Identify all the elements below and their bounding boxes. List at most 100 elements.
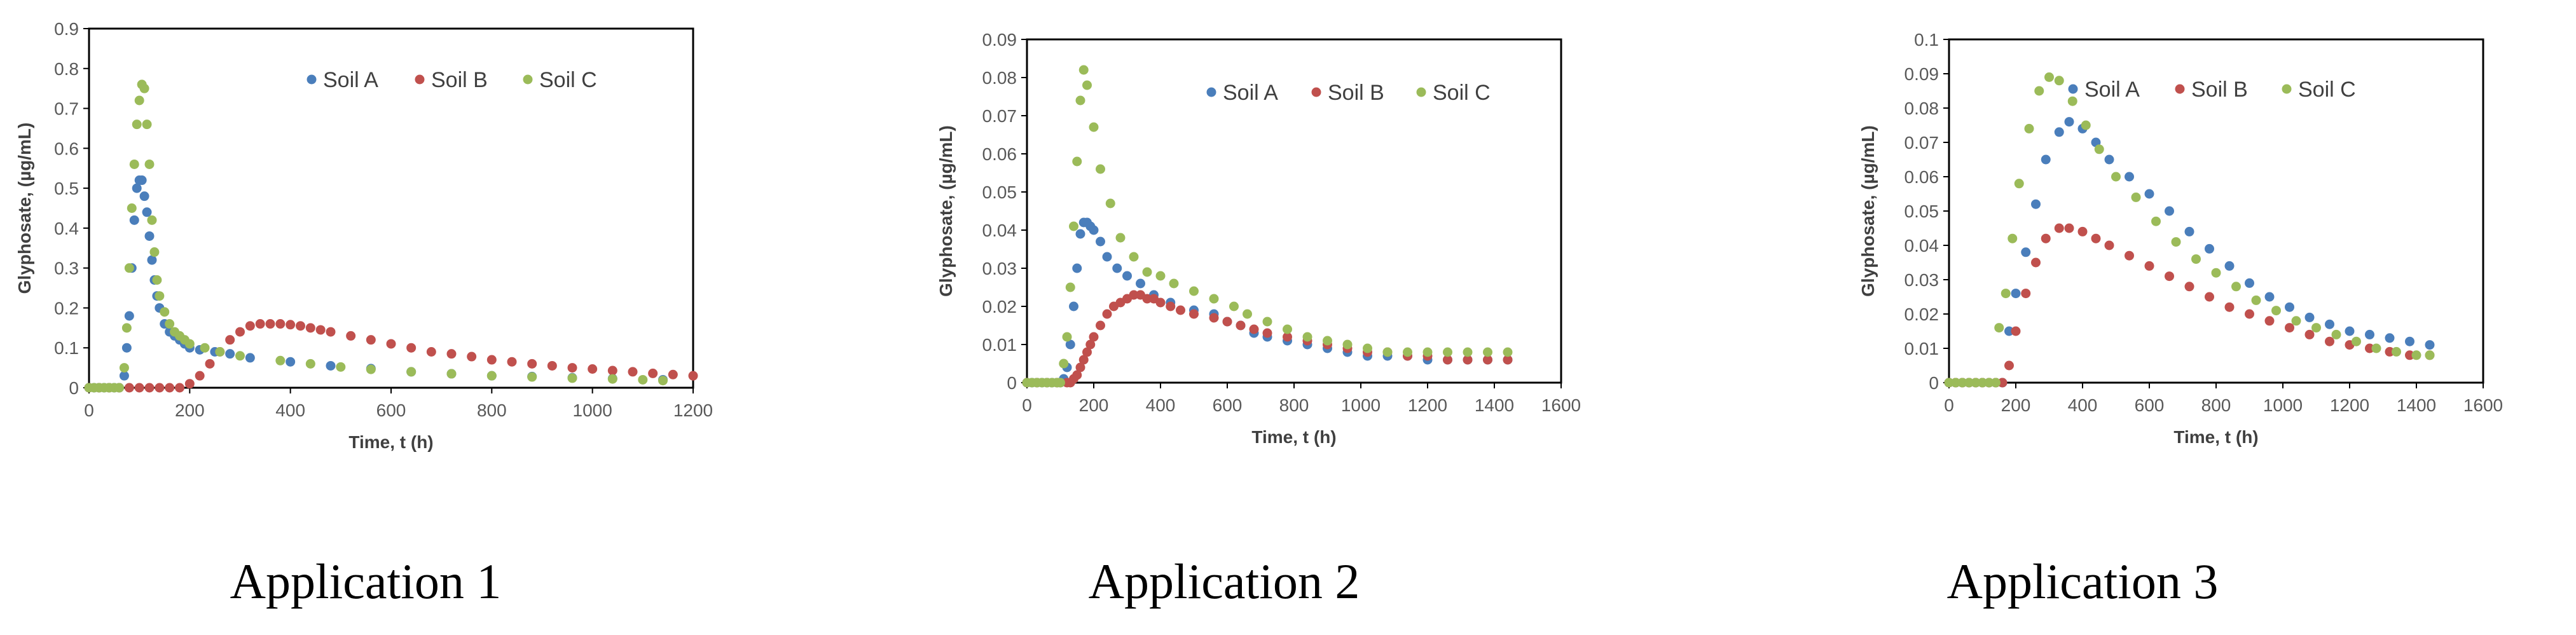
data-point-soil-c — [2352, 336, 2361, 346]
data-point-soil-c — [336, 362, 346, 372]
data-point-soil-b — [567, 363, 577, 373]
data-point-soil-b — [1129, 290, 1139, 300]
data-point-soil-b — [205, 358, 215, 369]
legend-label-soil-b: Soil B — [2191, 78, 2248, 102]
data-point-soil-c — [486, 371, 497, 381]
chart-panel-1: 0 200 400 600 800 1000 1200 0 0.1 0.2 0.3 0.4 0.5 0.6… — [0, 0, 858, 635]
data-point-soil-b — [225, 335, 235, 345]
plot-area — [1948, 38, 2484, 384]
data-point-soil-c — [2094, 144, 2104, 154]
data-point-soil-b — [1236, 320, 1246, 331]
data-point-soil-b — [265, 319, 275, 329]
y-tick-label: 0.07 — [1904, 133, 1939, 153]
y-axis-label: Glyphosate, (µg/mL) — [1858, 125, 1878, 297]
data-point-soil-c — [119, 363, 129, 373]
data-point-soil-c — [1964, 378, 1974, 388]
data-point-soil-c — [2291, 316, 2301, 326]
data-point-soil-b — [255, 319, 265, 329]
data-point-soil-b — [1155, 297, 1166, 308]
data-point-soil-b — [326, 327, 336, 337]
data-point-soil-b — [1249, 324, 1259, 334]
data-point-soil-b — [315, 325, 326, 335]
data-point-soil-b — [1072, 370, 1082, 380]
data-point-soil-b — [2104, 240, 2114, 250]
x-tick-label: 1600 — [2463, 395, 2503, 415]
data-point-soil-c — [1957, 378, 1967, 388]
data-point-soil-b — [184, 379, 195, 389]
data-point-soil-c — [638, 374, 648, 385]
data-point-soil-c — [1951, 378, 1960, 388]
data-point-soil-c — [184, 339, 195, 349]
data-point-soil-c — [527, 372, 537, 382]
data-point-soil-b — [2091, 233, 2101, 243]
data-point-soil-b — [346, 331, 356, 341]
data-point-soil-c — [215, 347, 225, 357]
legend-label-soil-a: Soil A — [323, 68, 378, 92]
legend-label-soil-a: Soil A — [1223, 81, 1278, 105]
data-point-soil-c — [2044, 72, 2054, 82]
data-point-soil-c — [127, 203, 137, 213]
data-point-soil-b — [1483, 355, 1492, 365]
data-point-soil-c — [2271, 306, 2281, 316]
x-tick-label: 0 — [84, 400, 94, 420]
data-point-soil-c — [144, 159, 155, 169]
data-point-soil-a — [144, 231, 155, 241]
data-point-soil-b — [467, 352, 477, 362]
x-axis-label: Time, t (h) — [2173, 427, 2258, 447]
data-point-soil-c — [567, 373, 577, 383]
data-point-soil-b — [628, 367, 638, 377]
x-tick-label: 1200 — [673, 400, 713, 420]
legend-label-soil-c: Soil C — [539, 68, 597, 92]
data-point-soil-c — [607, 374, 617, 384]
x-tick-label: 600 — [1213, 395, 1243, 415]
y-tick-label: 0.6 — [54, 139, 79, 158]
data-point-soil-b — [1262, 328, 1272, 338]
data-point-soil-b — [1078, 355, 1089, 365]
data-point-soil-c — [1422, 347, 1433, 357]
x-tick-label: 600 — [376, 400, 406, 420]
y-tick-label: 0.5 — [54, 179, 79, 198]
chart-2-caption: Application 2 — [1088, 554, 1360, 609]
data-point-soil-c — [235, 351, 245, 361]
data-point-soil-a — [119, 371, 129, 381]
data-point-soil-b — [124, 383, 134, 393]
x-tick-label: 200 — [175, 400, 205, 420]
data-point-soil-b — [507, 357, 517, 367]
data-point-soil-c — [1463, 347, 1473, 357]
legend-marker-soil-b — [1311, 87, 1321, 97]
data-point-soil-b — [2011, 326, 2021, 336]
data-point-soil-c — [2311, 323, 2321, 333]
data-point-soil-c — [1944, 378, 1954, 388]
data-point-soil-b — [134, 383, 144, 393]
chart-1-caption: Application 1 — [230, 554, 502, 609]
data-point-soil-a — [2264, 292, 2275, 302]
data-point-soil-c — [2081, 120, 2091, 130]
y-tick-label: 0.04 — [982, 221, 1017, 240]
data-point-soil-c — [1443, 347, 1452, 357]
data-point-soil-a — [124, 311, 134, 321]
data-point-soil-b — [275, 319, 286, 329]
data-point-soil-c — [1342, 339, 1353, 350]
data-point-soil-c — [1243, 309, 1252, 319]
data-point-soil-c — [2008, 233, 2018, 243]
data-point-soil-c — [2411, 350, 2421, 360]
data-point-soil-b — [668, 369, 678, 379]
x-axis-label: Time, t (h) — [1251, 427, 1336, 447]
legend-marker-soil-c — [2282, 84, 2292, 94]
data-point-soil-c — [2392, 346, 2401, 357]
data-point-soil-c — [2054, 76, 2064, 86]
data-point-soil-c — [1483, 347, 1492, 357]
data-point-soil-a — [2245, 278, 2254, 288]
y-tick-label: 0.03 — [982, 259, 1017, 278]
data-point-soil-b — [155, 383, 165, 393]
data-point-soil-b — [2304, 329, 2315, 339]
y-tick-label: 0.01 — [1904, 339, 1939, 358]
data-point-soil-c — [139, 83, 149, 93]
data-point-soil-c — [132, 119, 142, 130]
legend-marker-soil-a — [1206, 87, 1216, 97]
legend-marker-soil-b — [2175, 84, 2185, 94]
data-point-soil-b — [2184, 282, 2194, 292]
x-tick-label: 1000 — [1341, 395, 1381, 415]
data-point-soil-c — [129, 159, 139, 169]
data-point-soil-a — [2104, 154, 2114, 165]
